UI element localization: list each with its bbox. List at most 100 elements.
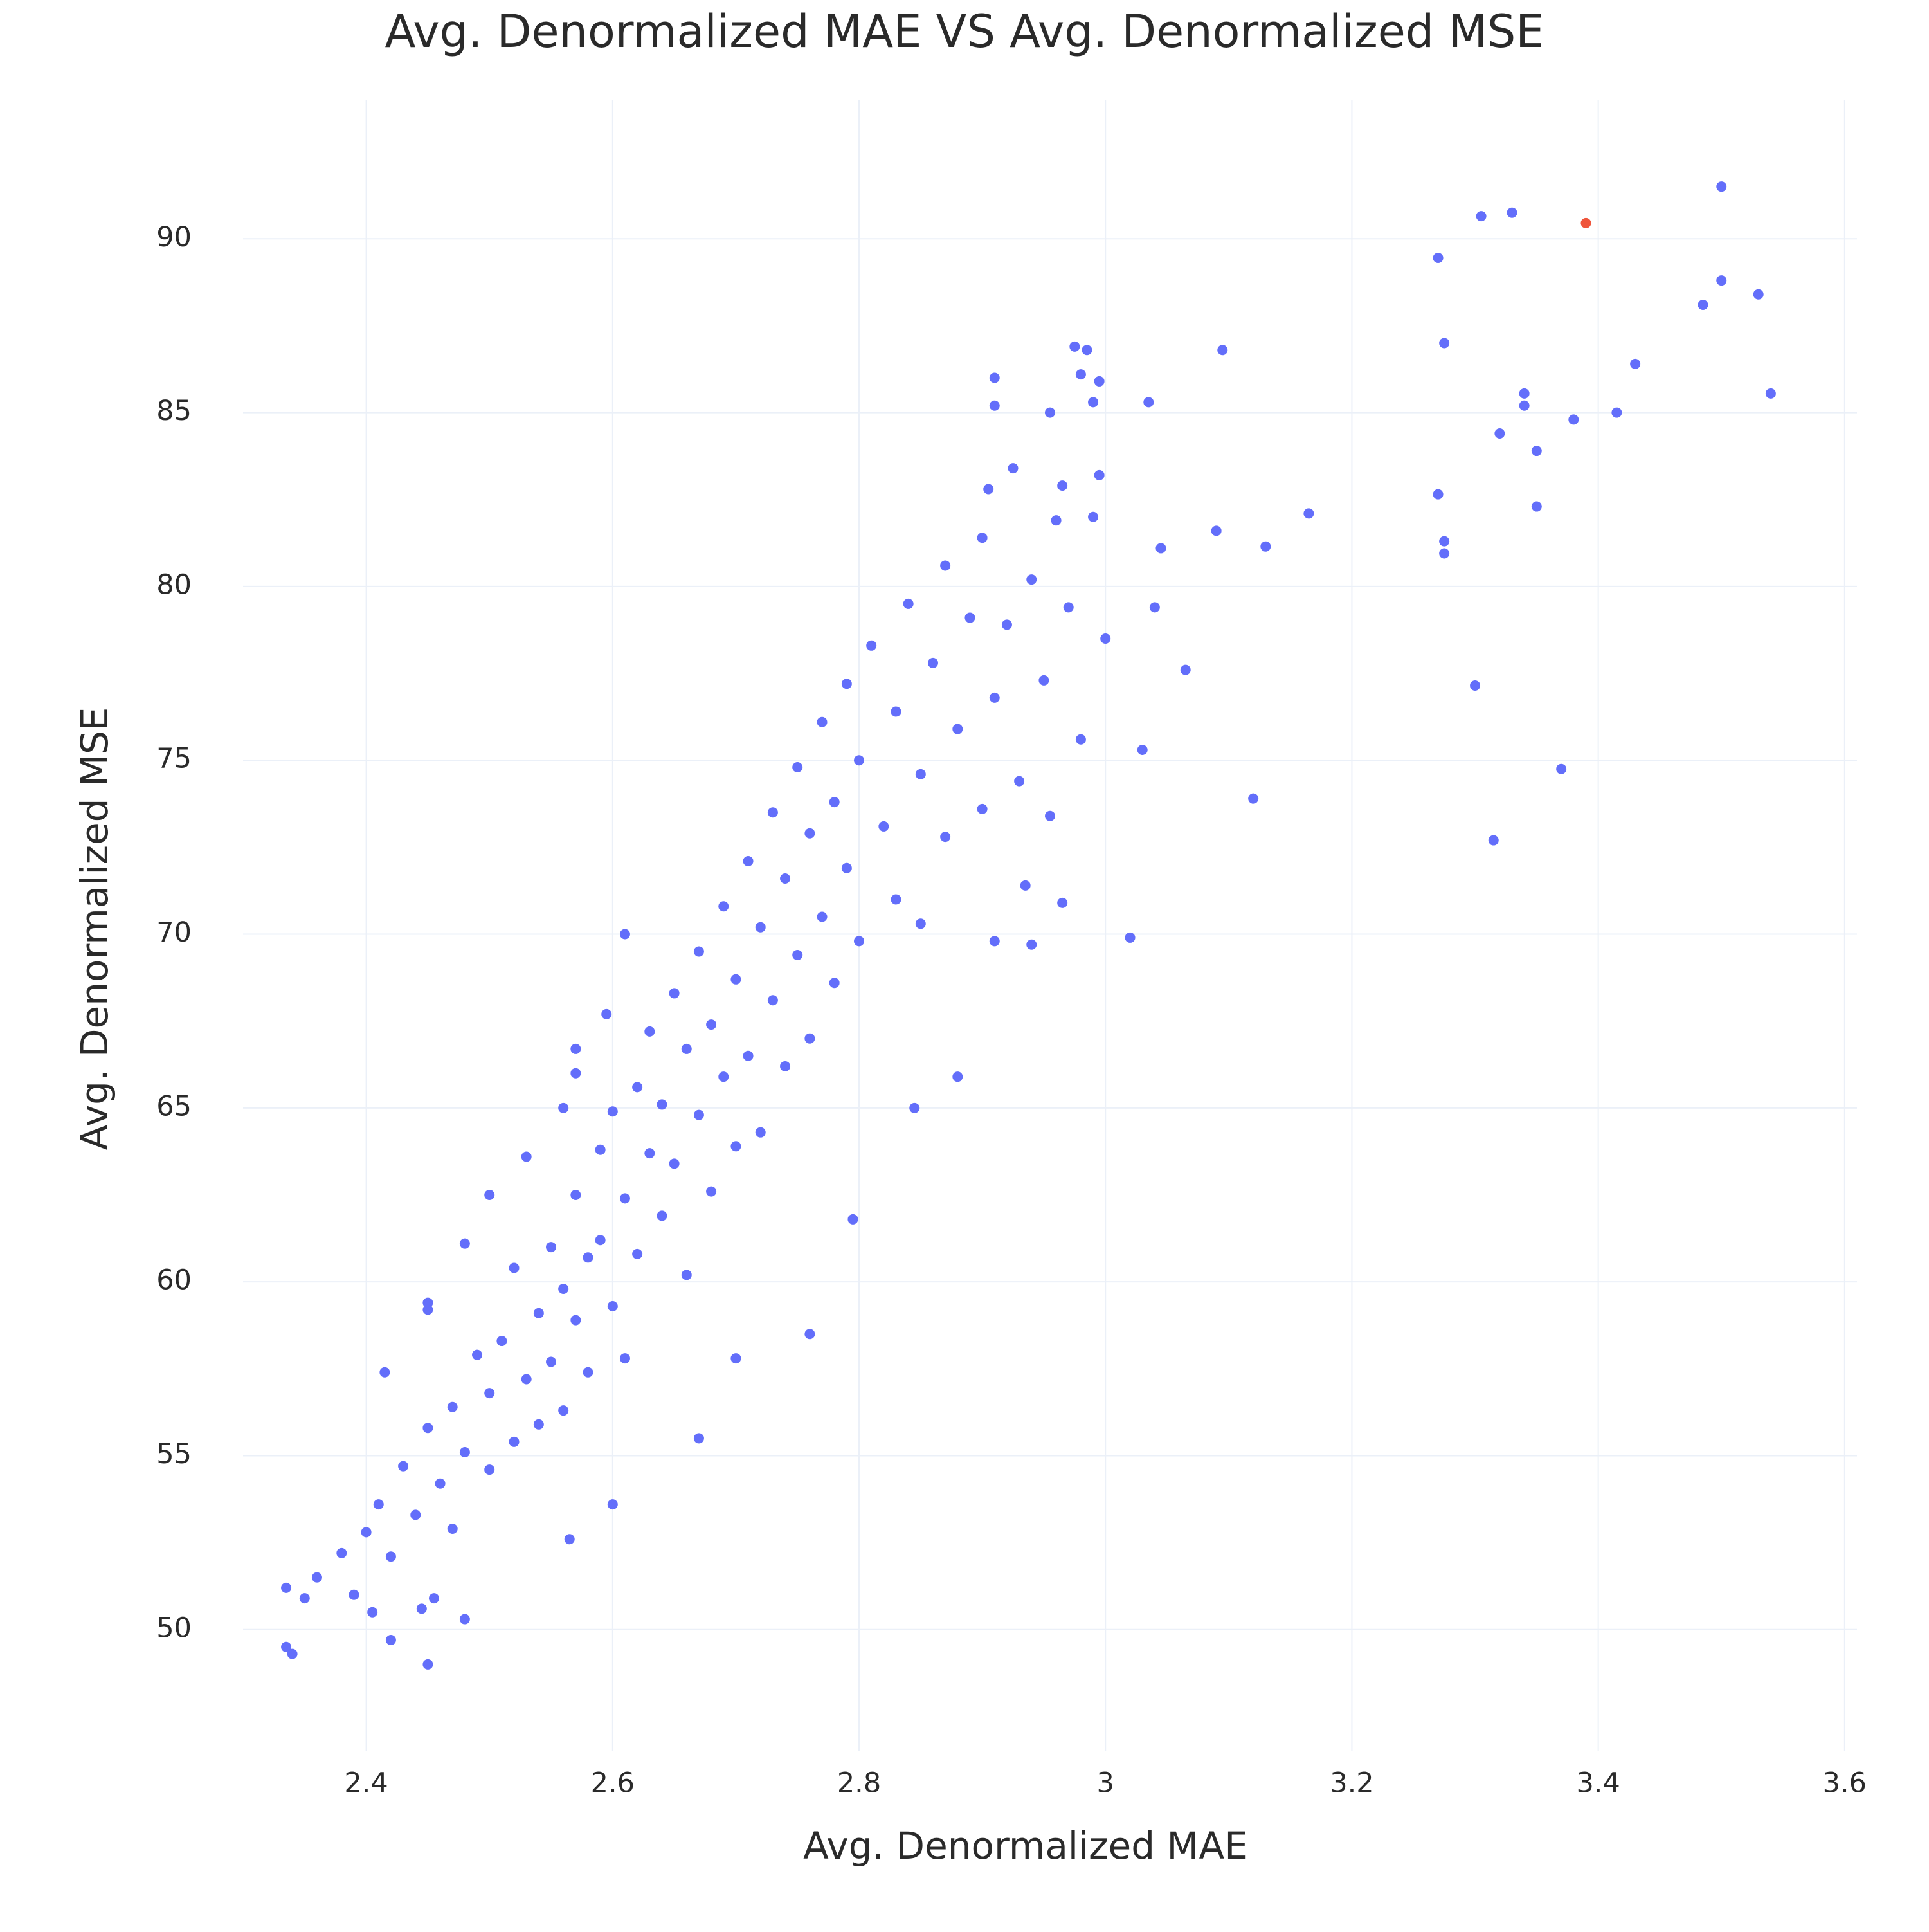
data-point [755,1127,766,1138]
data-point [940,560,951,571]
data-point [767,807,778,818]
x-tick-label: 3.4 [1576,1767,1620,1800]
data-point [595,1235,606,1246]
data-point [570,1068,581,1079]
data-point [903,598,914,609]
data-point [459,1447,470,1458]
data-point [1057,480,1068,491]
data-point [983,484,994,495]
data-point [644,1026,655,1037]
data-point [755,922,766,933]
data-point [428,1593,439,1604]
data-point [1433,252,1444,263]
data-point [1088,511,1099,522]
data-point [909,1102,920,1113]
data-point [484,1464,495,1475]
data-point [804,828,815,839]
data-point [952,1071,963,1082]
data-point [841,679,852,689]
data-point [730,974,741,985]
data-point [496,1336,507,1347]
data-point [1008,463,1019,474]
data-point [1507,207,1517,218]
data-point [657,1210,667,1221]
data-point [1476,211,1487,222]
data-point [281,1641,292,1652]
data-point [804,1033,815,1044]
data-point [1069,341,1080,352]
data-point [1303,508,1314,519]
data-point [804,1329,815,1340]
data-point [1026,939,1037,950]
data-point [1260,541,1271,552]
data-point [989,692,1000,703]
data-point [619,929,630,940]
data-point [1075,369,1086,380]
data-point [632,1248,643,1259]
data-point [1698,299,1708,310]
data-point [841,862,852,873]
data-point [669,1158,680,1169]
data-point [1051,515,1062,526]
data-point [1063,602,1074,613]
data-point [989,400,1000,411]
data-point [546,1242,557,1253]
x-tick-label: 2.6 [591,1767,635,1800]
data-point [829,978,840,989]
data-point [484,1189,495,1200]
data-point [1001,619,1012,630]
data-point [607,1300,618,1311]
data-point [1433,489,1444,500]
data-point [915,769,926,779]
data-point [878,821,889,832]
data-point [287,1648,298,1659]
data-point [564,1534,575,1545]
data-point [385,1551,396,1562]
data-point [1088,397,1099,408]
data-point [558,1283,569,1294]
data-point [669,988,680,999]
data-point [583,1367,593,1378]
data-point [373,1499,384,1510]
data-point [657,1099,667,1110]
data-point [891,706,901,717]
data-point [730,1141,741,1152]
data-point [1155,543,1166,554]
y-axis-title: Avg. Denormalized MSE [73,707,116,1151]
y-tick-label: 85 [156,395,192,427]
data-point [847,1214,858,1225]
y-tick-label: 90 [156,221,192,253]
data-point [1765,388,1776,399]
data-point [367,1607,378,1618]
y-tick-label: 65 [156,1090,192,1122]
data-point [1630,358,1641,369]
data-point [1057,897,1068,908]
data-point [940,832,951,843]
data-point [681,1043,692,1054]
data-point [1020,880,1031,891]
data-point [398,1461,409,1472]
y-tick-label: 70 [156,916,192,949]
data-point [854,936,865,947]
data-point [1149,602,1160,613]
data-point [570,1043,581,1054]
data-point [410,1509,421,1520]
data-point [693,1433,704,1444]
data-point [1470,680,1481,691]
x-axis-title: Avg. Denormalized MAE [803,1824,1248,1868]
data-point [521,1374,532,1385]
data-point [1439,548,1450,559]
data-point [693,946,704,957]
data-point [336,1547,347,1558]
data-point [422,1304,433,1315]
data-point [718,1071,729,1082]
data-point [447,1401,458,1412]
data-point [484,1388,495,1399]
y-tick-label: 80 [156,569,192,601]
data-point [385,1634,396,1645]
data-point [743,1050,754,1061]
data-point [533,1308,544,1318]
data-point [792,949,803,960]
chart-title: Avg. Denormalized MAE VS Avg. Denormaliz… [385,5,1544,58]
